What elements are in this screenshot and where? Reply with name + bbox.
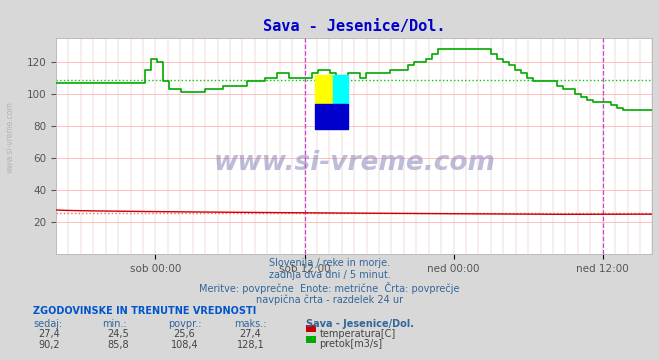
Text: temperatura[C]: temperatura[C] [320, 329, 396, 339]
Text: navpična črta - razdelek 24 ur: navpična črta - razdelek 24 ur [256, 294, 403, 305]
Text: zadnja dva dni / 5 minut.: zadnja dva dni / 5 minut. [269, 270, 390, 280]
Text: Sava - Jesenice/Dol.: Sava - Jesenice/Dol. [306, 319, 415, 329]
Text: 25,6: 25,6 [173, 329, 196, 339]
Text: ZGODOVINSKE IN TRENUTNE VREDNOSTI: ZGODOVINSKE IN TRENUTNE VREDNOSTI [33, 306, 256, 316]
Text: Meritve: povprečne  Enote: metrične  Črta: povprečje: Meritve: povprečne Enote: metrične Črta:… [199, 282, 460, 294]
Text: 90,2: 90,2 [39, 340, 60, 350]
Title: Sava - Jesenice/Dol.: Sava - Jesenice/Dol. [263, 19, 445, 34]
Text: 27,4: 27,4 [239, 329, 262, 339]
Text: min.:: min.: [102, 319, 127, 329]
Text: www.si-vreme.com: www.si-vreme.com [5, 101, 14, 173]
Text: 85,8: 85,8 [108, 340, 129, 350]
Text: 24,5: 24,5 [107, 329, 130, 339]
Bar [316, 104, 348, 129]
Text: 27,4: 27,4 [38, 329, 61, 339]
Text: www.si-vreme.com: www.si-vreme.com [214, 150, 495, 176]
Text: pretok[m3/s]: pretok[m3/s] [320, 339, 383, 350]
Text: Slovenija / reke in morje.: Slovenija / reke in morje. [269, 258, 390, 269]
Text: 108,4: 108,4 [171, 340, 198, 350]
Text: 128,1: 128,1 [237, 340, 264, 350]
Bar [316, 75, 333, 104]
Text: povpr.:: povpr.: [168, 319, 202, 329]
Bar [333, 75, 348, 104]
Text: sedaj:: sedaj: [33, 319, 62, 329]
Text: maks.:: maks.: [234, 319, 266, 329]
